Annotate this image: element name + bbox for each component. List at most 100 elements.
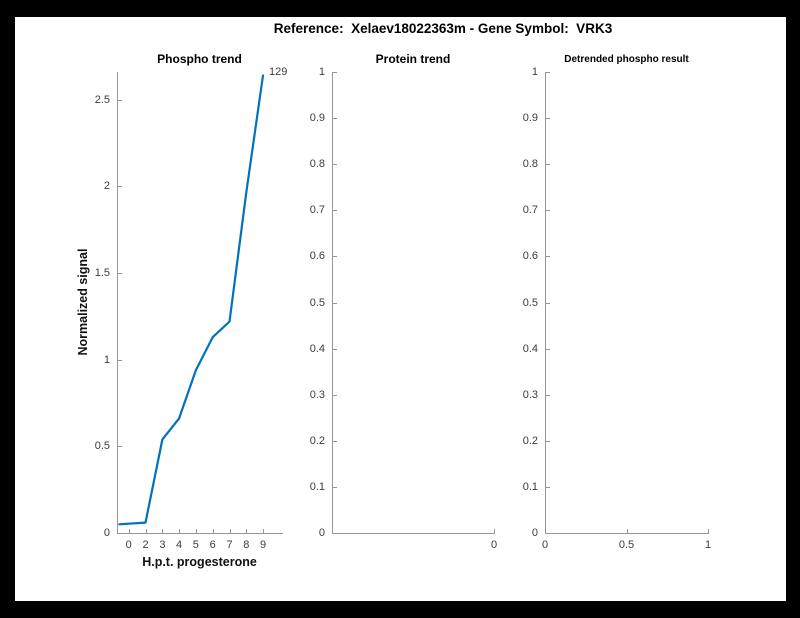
y-tick-label: 0.6 bbox=[522, 250, 538, 263]
x-tick-label: 5 bbox=[192, 539, 199, 551]
x-tick-mark bbox=[626, 529, 628, 533]
figure-title: Reference: Xelaev18022363m - Gene Symbol… bbox=[273, 21, 613, 36]
y-tick-label: 0.1 bbox=[522, 480, 538, 493]
y-tick-label: 0.3 bbox=[309, 388, 325, 401]
x-tick-mark bbox=[494, 529, 495, 533]
y-tick-label: 0.4 bbox=[522, 342, 538, 355]
subplot-title: Detrended phospho result bbox=[564, 54, 689, 65]
y-tick-label: 0.9 bbox=[522, 112, 538, 125]
y-tick-mark bbox=[546, 164, 550, 166]
y-tick-label: 0.1 bbox=[309, 480, 325, 493]
y-tick-label: 0.2 bbox=[522, 434, 538, 447]
x-tick-label: 0.5 bbox=[618, 539, 635, 551]
x-tick-label: 9 bbox=[259, 539, 267, 551]
y-tick-label: 0.2 bbox=[309, 434, 325, 447]
x-tick-label: 1 bbox=[704, 539, 712, 551]
y-tick-mark bbox=[333, 533, 337, 534]
x-tick-label: 0 bbox=[541, 539, 549, 551]
x-tick-label: 8 bbox=[243, 539, 250, 551]
y-tick-mark bbox=[546, 302, 550, 304]
y-tick-mark bbox=[546, 72, 550, 73]
y-tick-label: 1 bbox=[531, 66, 538, 78]
y-tick-mark bbox=[546, 394, 550, 396]
y-tick-mark bbox=[118, 446, 122, 448]
x-tick-mark bbox=[263, 529, 265, 533]
y-tick-mark bbox=[546, 440, 550, 442]
x-tick-mark bbox=[246, 529, 248, 533]
y-tick-mark bbox=[333, 118, 337, 120]
y-tick-label: 2 bbox=[103, 180, 110, 193]
y-tick-mark bbox=[333, 348, 337, 350]
x-tick-mark bbox=[195, 529, 197, 533]
trend-line bbox=[117, 72, 284, 533]
y-axis-line bbox=[545, 72, 546, 534]
y-tick-mark bbox=[333, 440, 337, 442]
x-tick-mark bbox=[229, 529, 231, 533]
y-axis-label: Normalized signal bbox=[76, 248, 90, 355]
y-tick-mark bbox=[546, 118, 550, 120]
y-tick-label: 0.8 bbox=[522, 158, 538, 171]
y-tick-mark bbox=[118, 186, 122, 188]
y-axis-line bbox=[332, 72, 333, 534]
x-tick-mark bbox=[708, 529, 709, 533]
x-tick-mark bbox=[145, 529, 147, 533]
endpoint-annotation: 129 bbox=[269, 66, 288, 79]
y-tick-label: 2.5 bbox=[94, 93, 110, 106]
x-tick-mark bbox=[212, 529, 214, 533]
y-tick-label: 0.5 bbox=[94, 440, 110, 453]
x-tick-label: 6 bbox=[209, 539, 216, 551]
y-tick-mark bbox=[333, 256, 337, 258]
y-tick-mark bbox=[333, 72, 337, 73]
y-tick-label: 0.4 bbox=[309, 342, 325, 355]
y-tick-mark bbox=[333, 486, 337, 488]
subplot-title: Phospho trend bbox=[157, 52, 242, 66]
y-tick-label: 0.6 bbox=[309, 250, 325, 263]
y-axis-line bbox=[117, 72, 118, 534]
x-axis-line bbox=[117, 533, 283, 534]
y-tick-mark bbox=[333, 394, 337, 396]
y-tick-label: 0 bbox=[531, 527, 538, 539]
x-axis-label: H.p.t. progesterone bbox=[142, 555, 257, 569]
x-tick-mark bbox=[545, 529, 546, 533]
x-tick-label: 4 bbox=[175, 539, 183, 551]
y-tick-label: 0 bbox=[103, 527, 110, 539]
y-tick-mark bbox=[546, 486, 550, 488]
x-tick-label: 7 bbox=[226, 539, 233, 551]
y-tick-mark bbox=[546, 256, 550, 258]
y-tick-mark bbox=[546, 210, 550, 212]
y-tick-label: 0.5 bbox=[309, 296, 325, 309]
x-tick-mark bbox=[162, 529, 164, 533]
x-tick-mark bbox=[128, 529, 130, 533]
y-tick-mark bbox=[546, 533, 550, 534]
y-tick-mark bbox=[333, 302, 337, 304]
y-tick-label: 1 bbox=[318, 66, 325, 78]
y-tick-label: 0.7 bbox=[309, 204, 325, 217]
x-tick-label: 0 bbox=[490, 539, 498, 551]
x-tick-label: 0 bbox=[125, 539, 132, 551]
y-tick-mark bbox=[118, 99, 122, 101]
y-tick-mark bbox=[546, 348, 550, 350]
x-tick-label: 3 bbox=[159, 539, 166, 551]
y-tick-label: 1 bbox=[103, 353, 110, 366]
subplot-title: Protein trend bbox=[375, 52, 451, 66]
x-tick-mark bbox=[179, 529, 181, 533]
y-tick-mark bbox=[118, 273, 122, 275]
y-tick-label: 1.5 bbox=[94, 267, 110, 280]
y-tick-label: 0.8 bbox=[309, 158, 325, 171]
phospho-trend-polyline bbox=[118, 74, 265, 526]
y-tick-mark bbox=[333, 164, 337, 166]
y-tick-label: 0 bbox=[318, 527, 325, 539]
y-tick-label: 0.7 bbox=[522, 204, 538, 217]
y-tick-label: 0.5 bbox=[522, 296, 538, 309]
x-tick-label: 2 bbox=[142, 539, 149, 551]
y-tick-mark bbox=[118, 359, 122, 361]
x-axis-line bbox=[545, 533, 709, 534]
figure-canvas bbox=[15, 17, 786, 601]
y-tick-label: 0.3 bbox=[522, 388, 538, 401]
phospho-trend-line-svg bbox=[118, 74, 265, 526]
y-tick-mark bbox=[118, 533, 122, 534]
y-tick-mark bbox=[333, 210, 337, 212]
x-axis-line bbox=[332, 533, 495, 534]
